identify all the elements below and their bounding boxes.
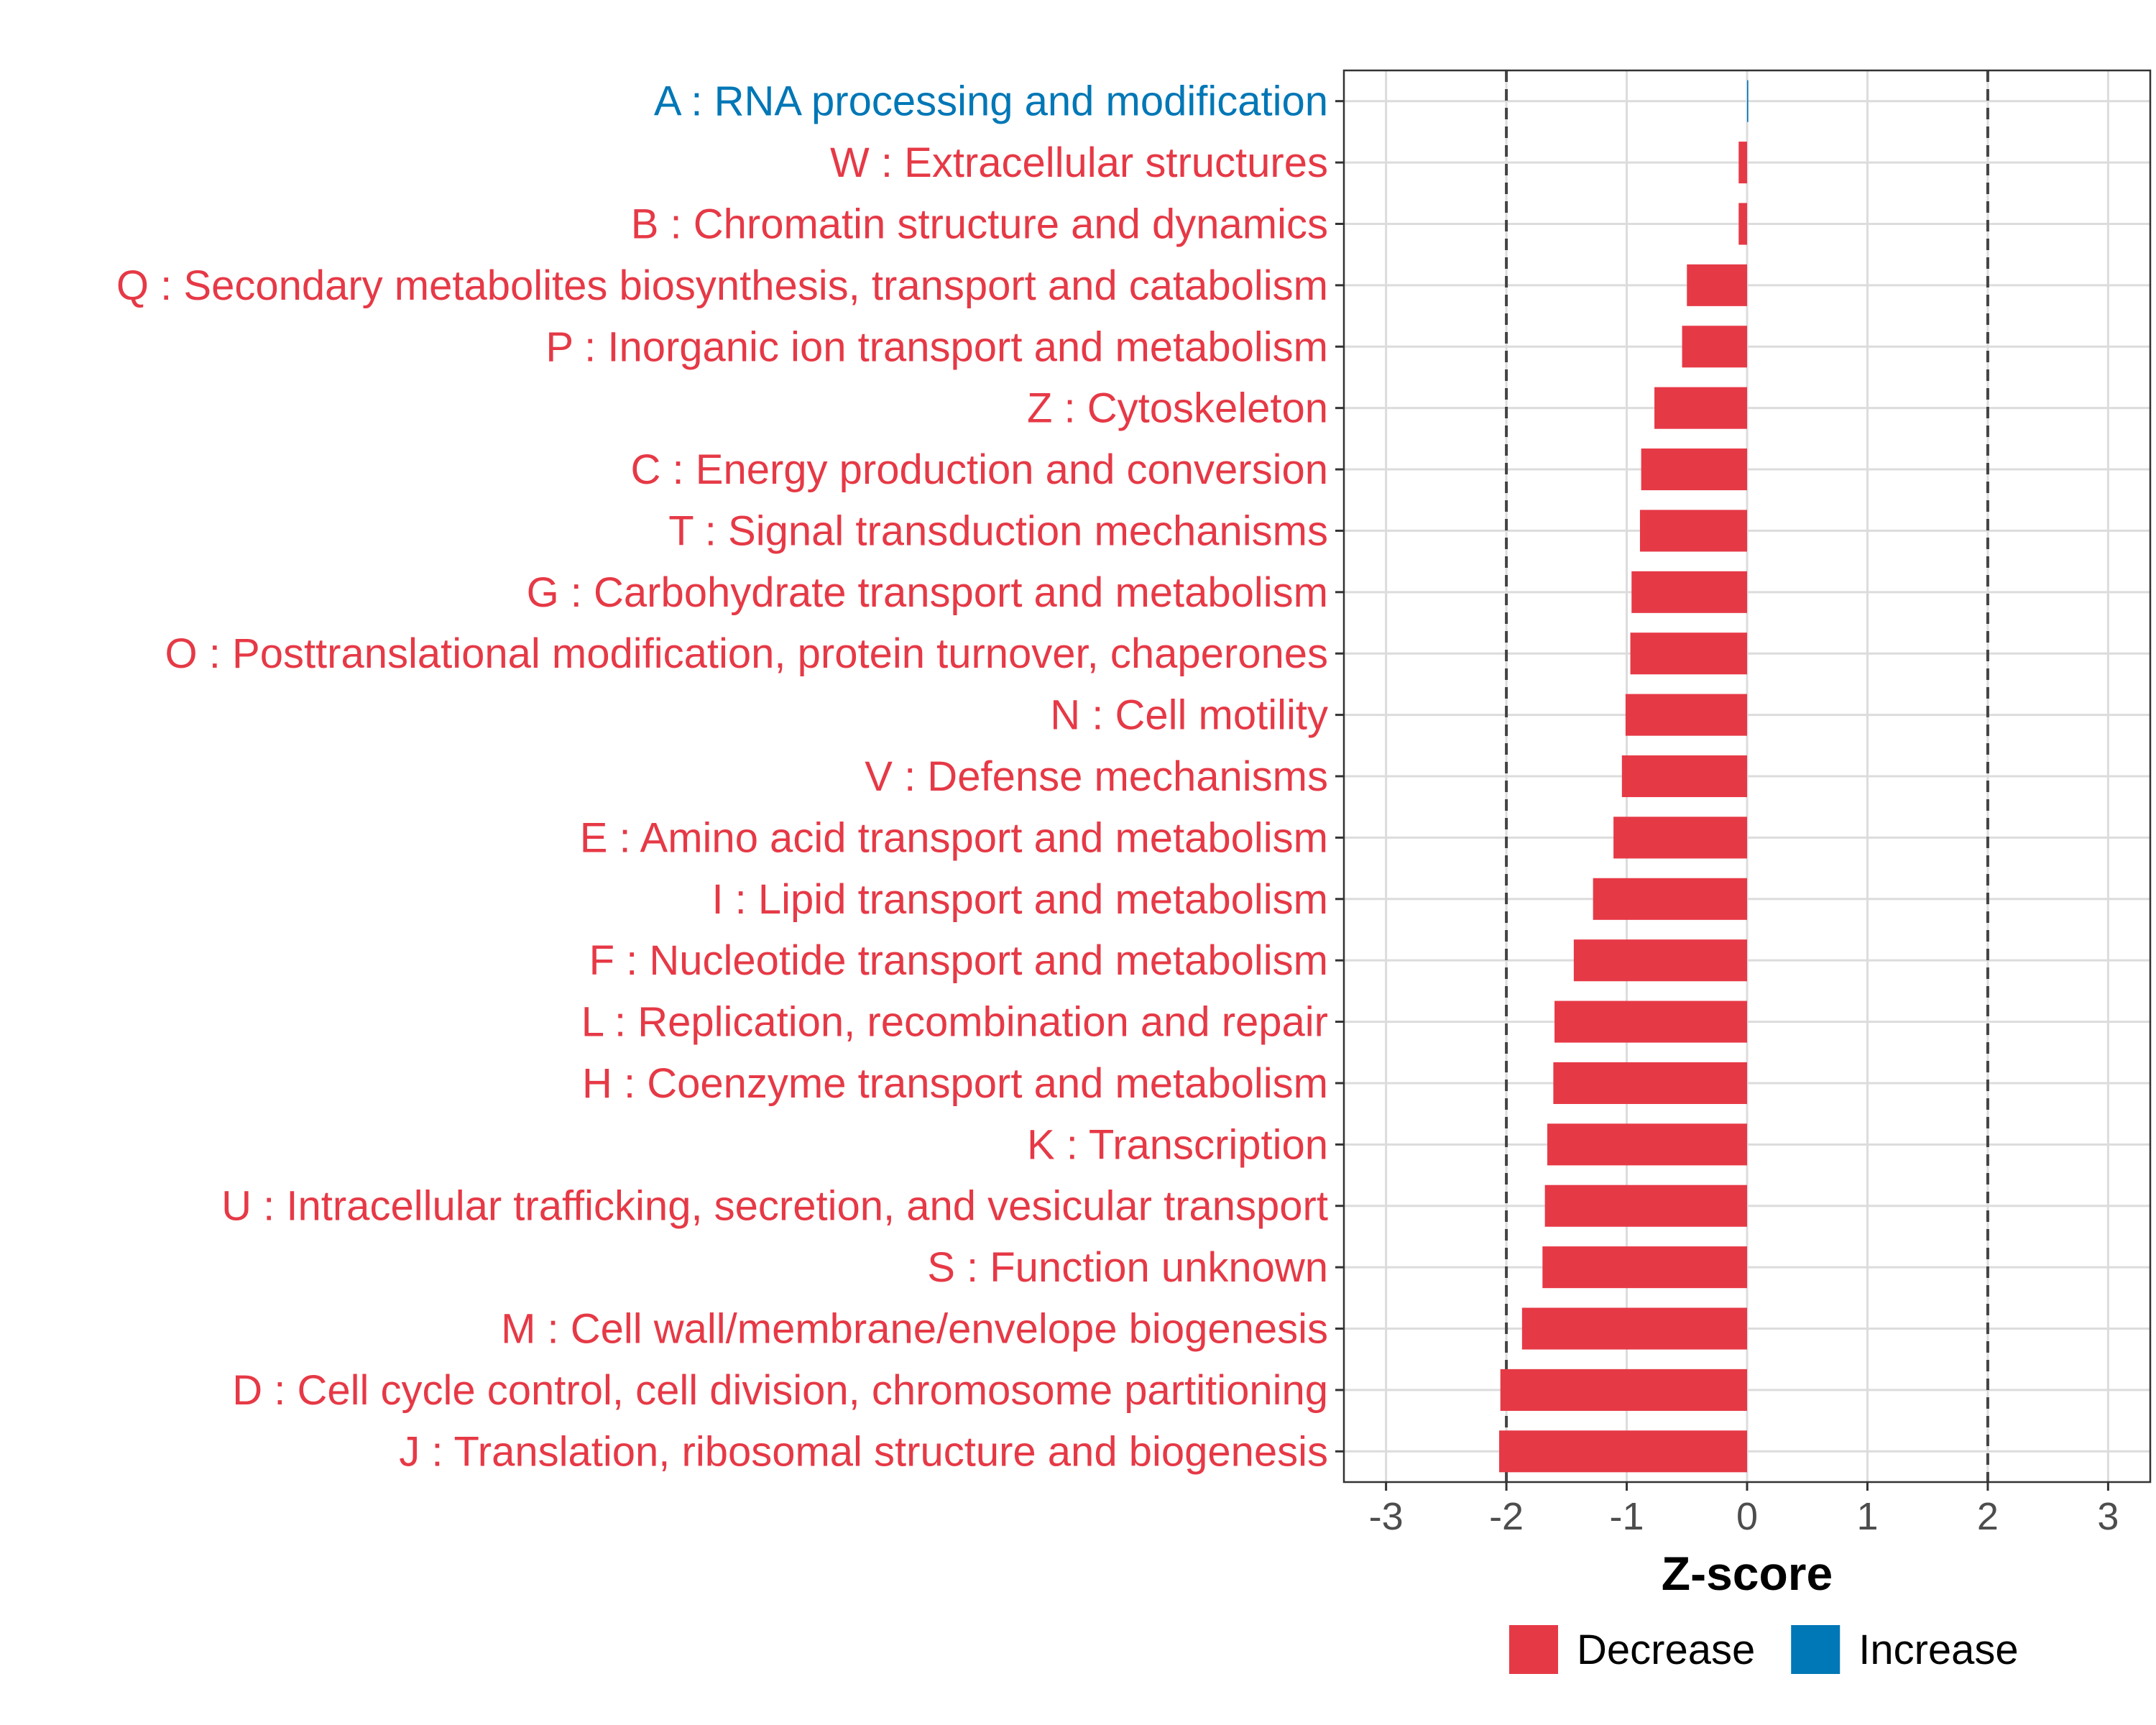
category-label: I : Lipid transport and metabolism [711, 876, 1328, 923]
bar [1630, 632, 1747, 675]
category-label: Q : Secondary metabolites biosynthesis, … [116, 262, 1328, 309]
bar [1738, 203, 1747, 245]
category-label: H : Coenzyme transport and metabolism [582, 1060, 1328, 1107]
x-axis-ticks: -3 -2 -1 0 1 2 3 [1369, 1482, 2119, 1538]
bar [1500, 1368, 1747, 1411]
x-tick-label: -1 [1610, 1495, 1644, 1538]
legend-label: Increase [1858, 1627, 2018, 1673]
bar [1521, 1307, 1747, 1350]
legend-label: Decrease [1577, 1627, 1755, 1673]
bar [1542, 1246, 1747, 1289]
bar [1738, 142, 1747, 184]
category-label: B : Chromatin structure and dynamics [631, 201, 1328, 247]
category-label: P : Inorganic ion transport and metaboli… [545, 323, 1328, 370]
bar [1547, 1123, 1747, 1166]
bar [1573, 939, 1747, 982]
bar [1625, 694, 1747, 736]
category-label: D : Cell cycle control, cell division, c… [232, 1367, 1328, 1414]
category-label: L : Replication, recombination and repai… [581, 999, 1328, 1046]
bar [1613, 816, 1747, 859]
bar-layer [1499, 80, 1749, 1473]
x-axis-title: Z-score [1662, 1547, 1833, 1600]
category-label: K : Transcription [1027, 1121, 1328, 1168]
category-label: E : Amino acid transport and metabolism [580, 814, 1328, 861]
x-tick-label: 3 [2097, 1495, 2119, 1538]
category-label: S : Function unknown [927, 1244, 1328, 1291]
x-tick-label: 2 [1977, 1495, 1999, 1538]
bar [1687, 264, 1747, 306]
reference-lines [1505, 70, 1989, 1482]
category-label: Z : Cytoskeleton [1027, 385, 1328, 432]
category-label: W : Extracellular structures [830, 139, 1328, 186]
category-label: V : Defense mechanisms [865, 753, 1328, 800]
bar [1682, 326, 1747, 368]
category-label: M : Cell wall/membrane/envelope biogenes… [501, 1306, 1328, 1353]
bar [1553, 1062, 1747, 1104]
category-label: G : Carbohydrate transport and metabolis… [527, 569, 1328, 616]
bar [1641, 448, 1747, 491]
bar [1639, 510, 1747, 552]
legend: Decrease Increase [1509, 1625, 2019, 1674]
y-axis-category-labels: A : RNA processing and modification W : E… [116, 78, 1328, 1476]
category-label: N : Cell motility [1050, 692, 1328, 739]
bar [1654, 387, 1747, 429]
bar [1747, 80, 1749, 122]
category-label: U : Intracellular trafficking, secretion… [221, 1183, 1328, 1230]
category-label: J : Translation, ribosomal structure and… [399, 1428, 1328, 1475]
bar [1631, 571, 1747, 613]
legend-swatch [1791, 1625, 1841, 1674]
x-tick-label: -3 [1369, 1495, 1404, 1538]
x-tick-label: 1 [1856, 1495, 1878, 1538]
legend-swatch [1509, 1625, 1558, 1674]
bar [1499, 1430, 1747, 1473]
category-label: O : Posttranslational modification, prot… [165, 630, 1328, 677]
bar [1621, 755, 1747, 798]
x-tick-label: 0 [1736, 1495, 1758, 1538]
bar [1593, 878, 1747, 920]
x-tick-label: -2 [1489, 1495, 1524, 1538]
bar [1544, 1184, 1747, 1227]
category-label: T : Signal transduction mechanisms [668, 507, 1328, 554]
y-axis-ticks [1335, 100, 1344, 1453]
category-label: C : Energy production and conversion [631, 446, 1328, 493]
category-label: A : RNA processing and modification [654, 78, 1328, 125]
bar [1554, 1000, 1747, 1043]
category-label: F : Nucleotide transport and metabolism [589, 937, 1328, 984]
